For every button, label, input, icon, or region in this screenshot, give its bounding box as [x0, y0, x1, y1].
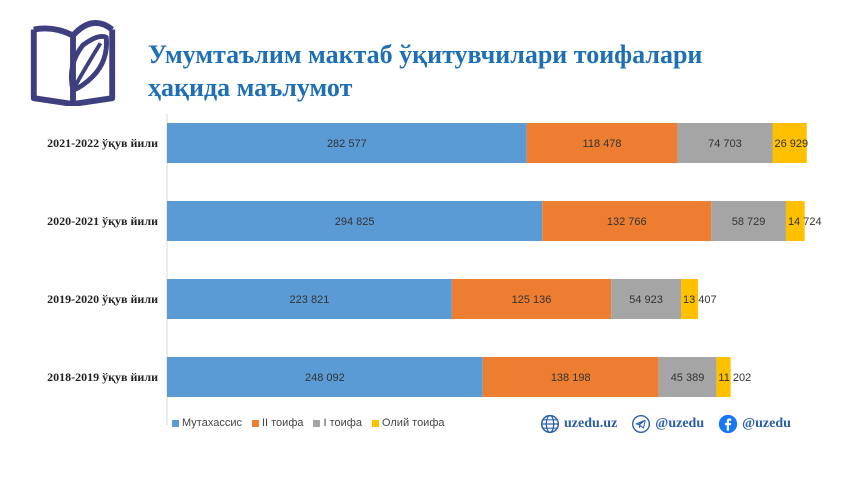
data-label: 223 821	[290, 294, 330, 306]
bar-segment	[451, 279, 612, 319]
data-label: 294 825	[335, 216, 375, 228]
data-label: 138 198	[551, 372, 591, 384]
bar-segment	[681, 279, 699, 319]
globe-icon	[540, 414, 560, 434]
bar-segment	[677, 123, 773, 163]
website-link[interactable]: uzedu.uz	[540, 414, 617, 434]
data-label: 11 202	[718, 372, 751, 384]
legend-swatch	[172, 419, 179, 427]
bar-segment	[167, 357, 483, 397]
social-links: uzedu.uz @uzedu @uzedu	[540, 414, 791, 434]
legend-label: I тоифа	[323, 417, 362, 429]
legend-swatch	[251, 419, 259, 427]
bar-segment	[772, 123, 807, 163]
data-label: 74 703	[708, 138, 742, 150]
legend-swatch	[371, 419, 379, 427]
telegram-icon	[632, 415, 651, 433]
data-label: 282 577	[327, 138, 367, 150]
legend-item-i-toifa: I тоифа	[313, 417, 362, 429]
bar-segment	[167, 201, 543, 241]
data-label: 125 136	[512, 294, 552, 306]
bar-segment	[167, 123, 527, 163]
data-label: 132 766	[607, 216, 647, 228]
legend-swatch	[313, 419, 321, 427]
legend-item-mutakhassis: Мутахассис	[172, 417, 242, 429]
category-label: 2020-2021 ўқув йили	[47, 214, 158, 228]
legend-label: Олий тоифа	[381, 417, 445, 429]
legend-item-ii-toifa: II тоифа	[251, 417, 304, 429]
website-label: uzedu.uz	[564, 416, 618, 431]
bar-segment	[526, 123, 678, 163]
chart-title: Умумтаълим мактаб ўқитувчилари тоифалари…	[148, 38, 788, 104]
data-label: 13 407	[683, 294, 717, 306]
data-label: 58 729	[732, 216, 766, 228]
legend-label: II тоифа	[261, 417, 304, 429]
data-label: 14 724	[788, 216, 822, 228]
category-label: 2019-2020 ўқув йили	[47, 292, 158, 306]
bar-segment	[716, 357, 731, 397]
facebook-label: @uzedu	[742, 416, 791, 431]
category-label: 2018-2019 ўқув йили	[47, 370, 158, 384]
category-label: 2021-2022 ўқув йили	[47, 136, 158, 150]
book-leaf-logo-icon	[30, 20, 116, 106]
data-label: 54 923	[629, 294, 663, 306]
bar-segment	[167, 279, 452, 319]
legend: Мутахассис II тоифа I тоифа Олий тоифа	[172, 417, 445, 429]
legend-item-oliy-toifa: Олий тоифа	[371, 417, 445, 429]
data-label: 26 929	[775, 138, 809, 150]
data-label: 118 478	[583, 138, 622, 150]
bar-segment	[658, 357, 717, 397]
data-label: 45 389	[671, 372, 705, 384]
legend-label: Мутахассис	[182, 417, 242, 429]
bar-segment	[482, 357, 659, 397]
chart-title-line-1: Умумтаълим мактаб ўқитувчилари тоифалари	[148, 40, 703, 69]
telegram-label: @uzedu	[655, 416, 705, 431]
facebook-link[interactable]: @uzedu	[718, 414, 791, 434]
bar-segment	[542, 201, 712, 241]
chart-title-line-2: ҳақида маълумот	[148, 73, 353, 102]
bar-segment	[785, 201, 805, 241]
facebook-icon	[718, 414, 738, 434]
telegram-link[interactable]: @uzedu	[631, 414, 704, 434]
bar-segment	[611, 279, 682, 319]
data-label: 248 092	[305, 372, 345, 384]
bar-segment	[711, 201, 786, 241]
